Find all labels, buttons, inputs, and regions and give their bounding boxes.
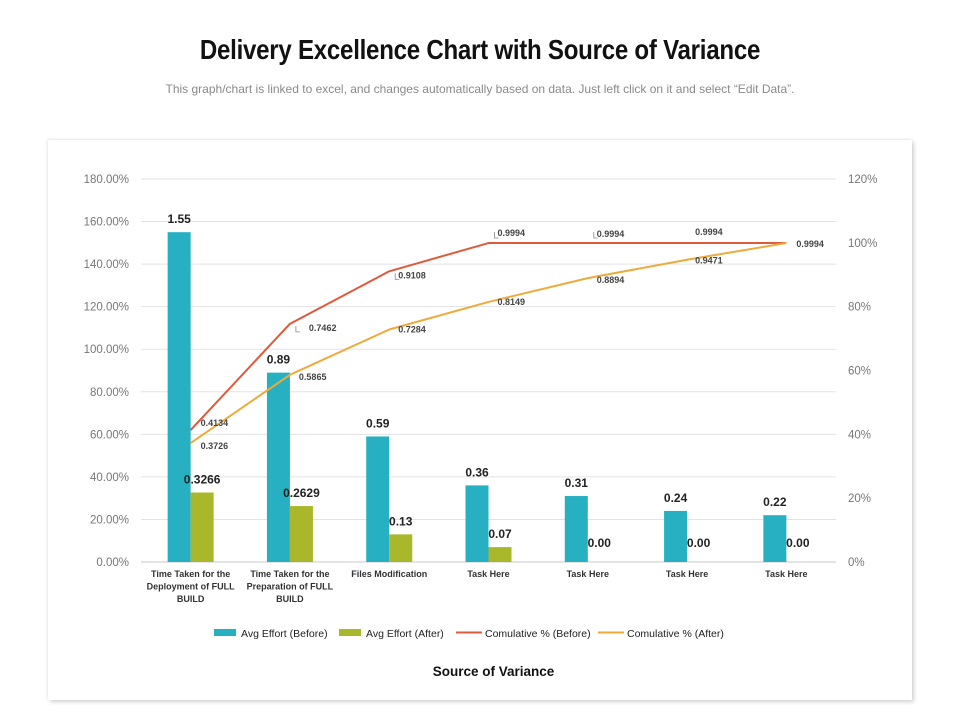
left-axis-tick-label: 20.00% <box>90 514 129 526</box>
legend-label: Avg Effort (Before) <box>241 628 328 640</box>
bar-after-label: 0.00 <box>786 536 810 550</box>
cumulative-before-label: 0.9108 <box>398 270 426 280</box>
left-axis-tick-label: 60.00% <box>90 429 129 441</box>
right-axis-tick-label: 40% <box>848 429 871 441</box>
bar-after-label: 0.13 <box>389 514 413 528</box>
bar-after-label: 0.2629 <box>283 486 320 500</box>
bar-before <box>664 510 688 562</box>
bar-before <box>366 436 390 562</box>
left-axis-tick-label: 120.00% <box>84 302 129 314</box>
bar-after <box>190 492 214 562</box>
right-axis-tick-label: 100% <box>848 238 877 250</box>
bar-before-label: 0.36 <box>465 465 489 479</box>
right-axis-tick-label: 120% <box>848 174 877 186</box>
right-axis-tick-label: 0% <box>848 557 865 569</box>
cumulative-after-label: 0.9471 <box>695 256 723 266</box>
left-axis-tick-label: 100.00% <box>84 344 129 356</box>
right-axis-tick-label: 80% <box>848 302 871 314</box>
bar-after-label: 0.3266 <box>184 473 221 487</box>
bar-after-label: 0.00 <box>588 536 612 550</box>
category-label: Task Here <box>765 569 807 579</box>
legend-label: Avg Effort (After) <box>366 628 444 640</box>
bar-before-label: 0.24 <box>664 491 688 505</box>
category-label: BUILD <box>276 594 304 604</box>
cumulative-after-label: 0.7284 <box>398 325 426 335</box>
bar-before <box>763 515 787 562</box>
bar-after <box>289 506 313 562</box>
legend-swatch <box>339 629 361 636</box>
cumulative-after-label: 0.8149 <box>498 297 526 307</box>
cumulative-after-line <box>190 242 787 444</box>
legend-label: Comulative % (After) <box>627 628 724 640</box>
legend-label: Comulative % (Before) <box>485 628 591 640</box>
cumulative-after-label: 0.3726 <box>201 441 229 451</box>
category-label: Preparation of FULL <box>247 582 334 592</box>
right-axis-tick-label: 20% <box>848 493 871 505</box>
cumulative-after-label: 0.8894 <box>597 275 625 285</box>
bar-after-label: 0.07 <box>488 527 512 541</box>
chart-panel <box>48 140 912 700</box>
bar-before-label: 0.59 <box>366 416 390 430</box>
bar-after <box>488 547 512 562</box>
left-axis-tick-label: 140.00% <box>84 259 129 271</box>
cumulative-before-label: 0.9994 <box>498 228 526 238</box>
legend-swatch <box>214 629 236 636</box>
left-axis-tick-label: 40.00% <box>90 472 129 484</box>
label-leader <box>494 232 499 239</box>
category-label: Time Taken for the <box>151 569 230 579</box>
category-label: Time Taken for the <box>250 569 329 579</box>
bar-after <box>389 534 413 562</box>
x-axis-title: Source of Variance <box>433 664 555 679</box>
label-leader <box>394 273 400 280</box>
left-axis-tick-label: 80.00% <box>90 387 129 399</box>
category-label: Deployment of FULL <box>147 582 235 592</box>
cumulative-before-label: 0.9994 <box>597 229 625 239</box>
right-axis-tick-label: 60% <box>848 366 871 378</box>
label-leader <box>295 325 300 333</box>
category-label: BUILD <box>177 594 205 604</box>
bar-before-label: 0.89 <box>267 353 291 367</box>
bar-before <box>266 372 290 562</box>
cumulative-before-label: 0.9994 <box>695 227 723 237</box>
bar-before-label: 1.55 <box>167 212 191 226</box>
bar-before-label: 0.31 <box>565 476 589 490</box>
category-label: Files Modification <box>351 569 427 579</box>
category-label: Task Here <box>567 569 609 579</box>
bar-before-label: 0.22 <box>763 495 787 509</box>
bar-before <box>167 232 191 562</box>
cumulative-after-label: 0.5865 <box>299 372 327 382</box>
cumulative-before-label: 0.9994 <box>796 239 824 249</box>
left-axis-tick-label: 180.00% <box>84 174 129 186</box>
bar-before <box>465 485 489 562</box>
cumulative-before-label: 0.4134 <box>201 418 229 428</box>
cumulative-before-label: 0.7462 <box>309 323 337 333</box>
bar-after-label: 0.00 <box>687 536 711 550</box>
category-label: Task Here <box>666 569 708 579</box>
left-axis-tick-label: 0.00% <box>96 557 129 569</box>
page-subtitle: This graph/chart is linked to excel, and… <box>165 82 795 96</box>
category-label: Task Here <box>467 569 509 579</box>
label-leader <box>593 232 598 239</box>
bar-before <box>564 496 588 562</box>
cumulative-before-line <box>189 242 787 431</box>
left-axis-tick-label: 160.00% <box>84 217 129 229</box>
page-title: Delivery Excellence Chart with Source of… <box>199 34 761 65</box>
